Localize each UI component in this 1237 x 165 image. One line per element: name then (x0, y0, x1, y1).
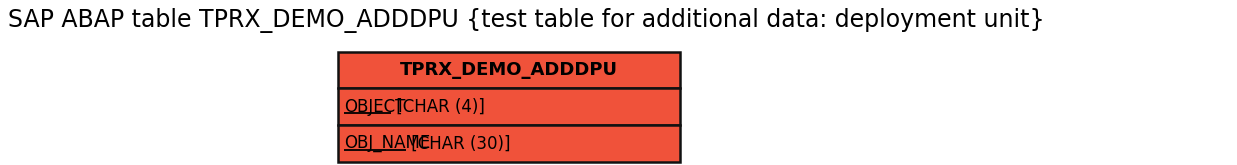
Text: TPRX_DEMO_ADDDPU: TPRX_DEMO_ADDDPU (400, 61, 618, 79)
Bar (338, 88, 680, 125)
Text: OBJ_NAME: OBJ_NAME (344, 134, 430, 152)
Bar (338, 52, 680, 88)
Text: SAP ABAP table TPRX_DEMO_ADDDPU {test table for additional data: deployment unit: SAP ABAP table TPRX_DEMO_ADDDPU {test ta… (7, 8, 1044, 33)
Text: [CHAR (4)]: [CHAR (4)] (391, 98, 485, 116)
Text: OBJECT: OBJECT (344, 98, 406, 116)
Text: [CHAR (30)]: [CHAR (30)] (407, 134, 511, 152)
Bar (338, 125, 680, 162)
